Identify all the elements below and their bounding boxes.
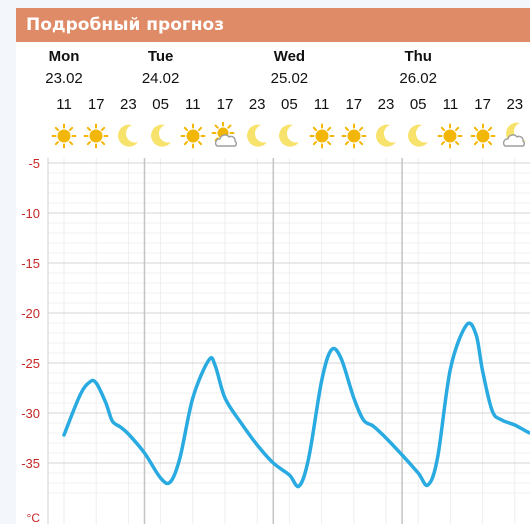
y-tick-label: -10 [21,206,40,221]
day-date: 23.02 [45,70,83,87]
moon-icon [279,124,300,147]
day-date: 26.02 [399,70,437,87]
y-tick-label: -20 [21,306,40,321]
moon-icon [408,124,429,147]
day-name: Wed [273,48,306,65]
forecast-hour: 23 [120,96,137,113]
sun-icon [470,123,496,149]
y-tick-label: -25 [21,356,40,371]
forecast-hour: 05 [152,96,169,113]
forecast-hour: 05 [409,96,427,113]
forecast-hour: 23 [377,96,395,113]
moon-icon [150,124,171,147]
sun-icon [309,123,335,149]
day-date: 25.02 [270,70,309,87]
moon-icon [247,124,268,147]
forecast-hour: 05 [281,96,298,113]
forecast-hour: 11 [313,96,330,113]
sun-cloud-icon [211,122,237,147]
temperature-line [62,321,530,489]
forecast-hour: 23 [248,96,266,113]
forecast-hour: 17 [474,96,491,113]
day-date: 24.02 [141,70,180,87]
temperature-chart: -5 -10 -15 -20 -25 -30 -35 °C [21,156,530,524]
y-tick-label: -30 [21,406,40,421]
forecast-hour: 17 [216,96,234,113]
moon-icon [118,124,139,147]
sun-icon [437,123,463,149]
y-tick-label: -5 [28,156,40,171]
moon-cloud-icon [502,122,526,147]
y-tick-label: -35 [21,456,40,471]
forecast-hour: 11 [185,96,201,113]
day-name: Thu [404,48,432,65]
sun-icon [341,123,367,149]
y-axis-unit: °C [27,511,41,524]
y-tick-label: -15 [21,256,40,271]
day-name: Mon [48,48,80,65]
panel-title: Подробный прогноз [16,8,530,42]
forecast-hour: 17 [345,96,363,113]
forecast-hour: 23 [506,96,524,113]
sun-icon [51,123,77,149]
sun-icon [180,123,206,149]
sun-icon [83,123,109,149]
moon-icon [376,124,396,147]
forecast-panel: Подробный прогноз Mon 23.02 Tue 24.02 Wed 25.… [16,8,530,524]
forecast-hour: 11 [442,96,459,113]
forecast-hour: 17 [87,96,105,113]
forecast-hour: 11 [56,96,72,113]
day-name: Tue [147,48,174,65]
